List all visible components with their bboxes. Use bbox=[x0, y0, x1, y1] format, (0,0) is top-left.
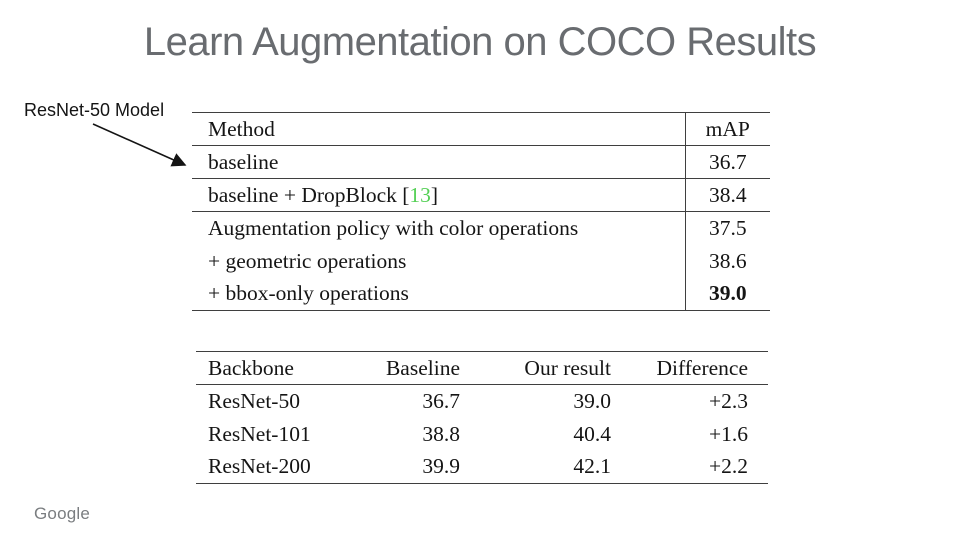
cell-difference: +2.2 bbox=[708, 454, 748, 479]
table-row: ResNet-101 38.8 40.4 +1.6 bbox=[196, 418, 768, 451]
header-map: mAP bbox=[684, 112, 770, 146]
slide-title: Learn Augmentation on COCO Results bbox=[143, 20, 817, 64]
cell-backbone: ResNet-101 bbox=[208, 421, 311, 446]
method-text: baseline + DropBlock [ bbox=[208, 182, 410, 207]
cell-baseline: 38.8 bbox=[422, 421, 460, 446]
header-difference: Difference bbox=[611, 351, 768, 385]
cell-map: 38.6 bbox=[684, 244, 770, 278]
cell-method: baseline + DropBlock [13] bbox=[192, 178, 685, 212]
cell-baseline: 39.9 bbox=[422, 454, 460, 479]
cell-map: 37.5 bbox=[684, 211, 770, 245]
backbone-comparison-table: Backbone Baseline Our result Difference … bbox=[196, 351, 768, 484]
table-row: ResNet-200 39.9 42.1 +2.2 bbox=[196, 451, 768, 484]
table-row: + geometric operations 38.6 bbox=[192, 244, 770, 278]
table-header-row: Backbone Baseline Our result Difference bbox=[196, 351, 768, 385]
cell-our-result: 40.4 bbox=[573, 421, 611, 446]
header-baseline: Baseline bbox=[346, 351, 460, 385]
table-header-row: Method mAP bbox=[192, 112, 770, 146]
table-row: Augmentation policy with color operation… bbox=[192, 211, 770, 245]
cell-difference: +2.3 bbox=[708, 388, 748, 413]
cell-method: Augmentation policy with color operation… bbox=[208, 215, 579, 240]
annotation-label: ResNet-50 Model bbox=[24, 100, 165, 120]
method-text: ] bbox=[430, 182, 439, 207]
cell-difference: +1.6 bbox=[708, 421, 748, 446]
table-row: baseline + DropBlock [13] 38.4 bbox=[192, 178, 770, 212]
citation-number: 13 bbox=[409, 182, 431, 207]
cell-map-best: 39.0 bbox=[684, 277, 770, 311]
google-logo: Google bbox=[34, 504, 91, 523]
cell-our-result: 39.0 bbox=[573, 388, 611, 413]
method-map-table: Method mAP baseline 36.7 baseline + Drop… bbox=[192, 112, 770, 311]
header-our-result: Our result bbox=[460, 351, 611, 385]
cell-method: + geometric operations bbox=[208, 248, 407, 273]
cell-method: baseline bbox=[192, 145, 685, 179]
table-row: ResNet-50 36.7 39.0 +2.3 bbox=[196, 385, 768, 418]
cell-method: + bbox-only operations bbox=[208, 281, 409, 306]
cell-baseline: 36.7 bbox=[422, 388, 460, 413]
cell-backbone: ResNet-50 bbox=[208, 388, 300, 413]
header-backbone: Backbone bbox=[196, 351, 346, 385]
table-row: baseline 36.7 bbox=[192, 145, 770, 179]
table-row: + bbox-only operations 39.0 bbox=[192, 277, 770, 311]
cell-backbone: ResNet-200 bbox=[208, 454, 311, 479]
cell-our-result: 42.1 bbox=[573, 454, 611, 479]
cell-map: 36.7 bbox=[684, 145, 770, 179]
cell-map: 38.4 bbox=[684, 178, 770, 212]
header-method: Method bbox=[192, 112, 685, 146]
